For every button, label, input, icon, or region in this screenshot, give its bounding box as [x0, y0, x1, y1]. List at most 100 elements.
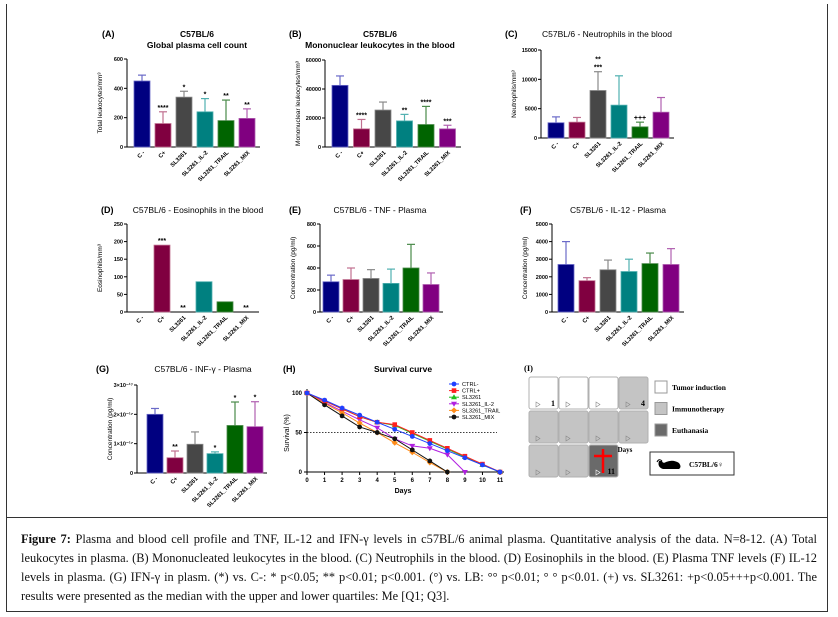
data-point [357, 412, 363, 418]
bar-undefined [331, 84, 349, 148]
y-tick-label: 800 [307, 222, 316, 228]
mouse-icon [656, 459, 681, 469]
y-tick-label: 200 [114, 240, 123, 246]
day-cell [528, 444, 559, 478]
data-point [339, 405, 345, 411]
bar-undefined [610, 104, 628, 139]
bar-undefined [382, 282, 400, 313]
bar-undefined [186, 443, 204, 474]
day-number: 11 [607, 467, 615, 476]
legend-label: SL3261_IL-2 [462, 402, 494, 408]
legend-marker [451, 407, 457, 414]
data-point [374, 430, 380, 435]
x-tick-label: 11 [497, 478, 504, 484]
y-tick-label: 0 [120, 145, 123, 151]
panel-label: (E) [289, 205, 301, 215]
bar-undefined [322, 281, 340, 313]
bar-undefined [246, 426, 264, 474]
panel-label: (G) [96, 364, 109, 374]
significance-marker: *** [594, 65, 602, 72]
data-point [304, 390, 310, 396]
bar-undefined [216, 301, 234, 313]
y-tick-label: 600 [307, 244, 316, 250]
x-tick-label: C+ [170, 476, 180, 486]
x-tick-label: 8 [446, 478, 450, 484]
y-tick-label: 3×10⁻¹⁷ [114, 382, 134, 389]
y-tick-label: 50 [117, 292, 123, 298]
series-line-CTRL+ [306, 392, 501, 473]
data-point [444, 452, 451, 458]
x-tick-label: 2 [340, 478, 344, 484]
treatment-schedule-panel: (I) 1 4 11 Days Tumor induction Immunotherapy E… [524, 363, 735, 478]
play-triangle-icon [595, 469, 601, 476]
significance-marker: ** [172, 444, 178, 451]
x-tick-label: SL3261 [594, 315, 613, 334]
x-tick-label: SL3261 [169, 315, 188, 334]
x-tick-label: 5 [393, 478, 397, 484]
x-tick-label: C - [137, 150, 147, 160]
bar-undefined [547, 122, 565, 139]
bar-undefined [568, 121, 586, 139]
day-cell [528, 410, 559, 444]
y-tick-label: 10000 [522, 77, 537, 83]
chart-title: C57BL/6 - Eosinophils in the blood [133, 205, 264, 215]
significance-marker: ** [180, 305, 186, 312]
play-triangle-icon [565, 469, 571, 476]
series-line-CTRL- [306, 392, 501, 473]
chart-title: C57BL/6 - INF-γ - Plasma [154, 364, 252, 374]
y-tick-label: 15000 [522, 48, 537, 54]
x-tick-label: 7 [428, 478, 432, 484]
bar-undefined [557, 264, 575, 313]
data-point [392, 422, 398, 427]
play-triangle-icon [565, 401, 571, 408]
strain-box [649, 451, 735, 476]
play-triangle-icon [595, 435, 601, 442]
data-point [357, 424, 363, 430]
legend-swatch-euthanasia [654, 423, 668, 437]
legend-label: Tumor induction [672, 383, 727, 392]
chart-title: Mononuclear leukocytes in the blood [305, 40, 455, 50]
series-line-SL3261_IL-2 [306, 392, 466, 473]
panel-label: (B) [289, 29, 302, 39]
bar-undefined [631, 126, 649, 139]
significance-marker: **** [158, 105, 169, 112]
data-point [409, 443, 416, 449]
y-tick-label: 200 [307, 288, 316, 294]
data-point [391, 439, 398, 446]
y-tick-label: 20000 [306, 116, 321, 122]
day-number: 1 [551, 399, 555, 408]
x-tick-label: SL3261 [584, 141, 603, 160]
bar-undefined [353, 128, 370, 148]
significance-marker: * [254, 395, 257, 402]
bar-undefined [662, 264, 680, 313]
bar-undefined [362, 278, 380, 313]
bar-undefined [206, 453, 224, 474]
mouse-tail [656, 459, 663, 463]
y-tick-label: 5000 [525, 107, 537, 113]
y-tick-label: 60000 [306, 58, 321, 64]
x-tick-label: C+ [356, 150, 366, 160]
x-tick-label: C+ [157, 315, 167, 325]
data-point [426, 446, 433, 452]
figure-frame [6, 4, 828, 517]
bar-undefined [195, 281, 213, 313]
bar-chart-F: (F) C57BL/6 - IL-12 - Plasma 0 1000 2000 3000… [520, 205, 684, 348]
play-triangle-icon [595, 401, 601, 408]
legend-label: SL3261_TRAIL [462, 408, 500, 414]
legend-label: CTRL- [462, 382, 479, 388]
chart-title: C57BL/6 - Neutrophils in the blood [542, 29, 672, 39]
y-axis-label: Neutrophils/mm³ [511, 69, 518, 118]
day-cell [618, 376, 649, 410]
y-tick-label: 0 [130, 471, 133, 477]
figure-caption: Figure 7: Plasma and blood cell profile … [6, 517, 828, 612]
legend-marker [451, 381, 457, 387]
data-point [427, 458, 433, 464]
panel-label: (I) [524, 363, 533, 373]
bar-undefined [154, 123, 172, 148]
bar-undefined [620, 271, 638, 313]
x-tick-label: C - [551, 141, 561, 151]
data-point [356, 420, 363, 427]
legend-label: SL3261_MIX [462, 415, 495, 421]
